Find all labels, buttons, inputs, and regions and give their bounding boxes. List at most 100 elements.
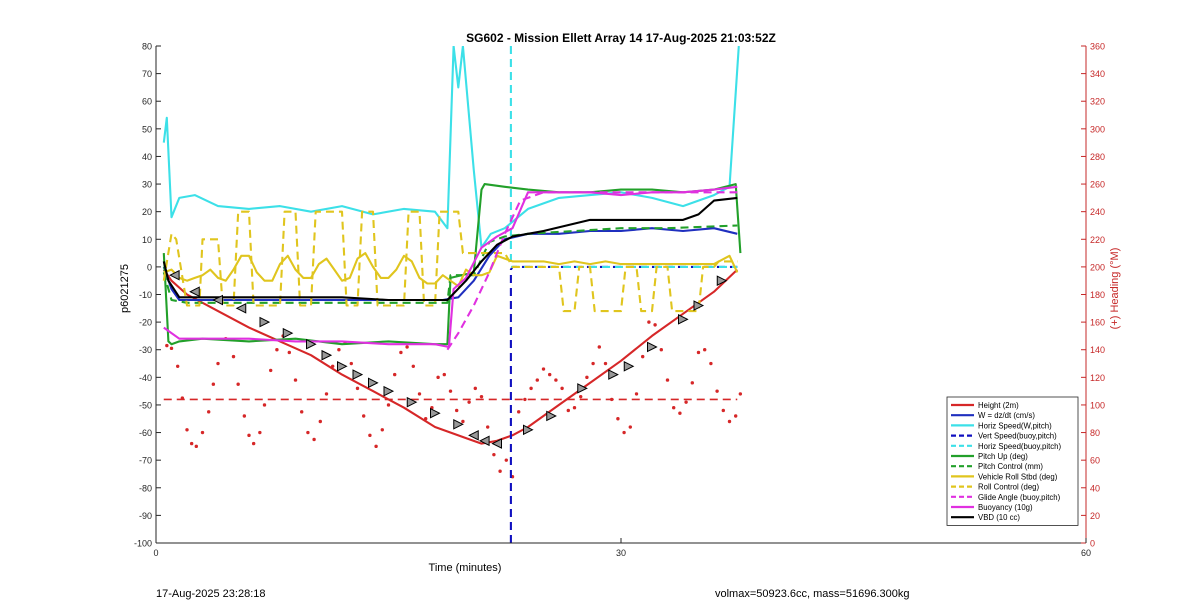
x-tick-label: 30 <box>616 548 626 558</box>
heading-point <box>492 452 496 457</box>
heading-point <box>442 372 446 377</box>
heading-point <box>622 430 626 435</box>
heading-point <box>653 323 657 327</box>
series-line-3 <box>509 265 738 543</box>
heading-point <box>523 397 527 402</box>
direction-marker <box>406 396 418 408</box>
y2-tick-label: 0 <box>1090 539 1095 549</box>
heading-point <box>165 343 169 348</box>
heading-point <box>734 414 738 418</box>
heading-point <box>194 444 198 449</box>
series-line-7 <box>163 252 739 288</box>
heading-point <box>312 437 316 442</box>
heading-point <box>185 428 189 432</box>
heading-point <box>560 386 564 391</box>
heading-point <box>597 345 601 349</box>
heading-point <box>247 433 251 438</box>
heading-point <box>216 361 220 366</box>
heading-point <box>405 345 409 349</box>
heading-point <box>647 320 651 324</box>
direction-marker <box>212 294 223 306</box>
heading-point <box>399 350 403 355</box>
series-line-11 <box>162 196 738 302</box>
direction-marker <box>282 327 294 339</box>
y-tick-label: -10 <box>139 290 152 300</box>
y-tick-label: 0 <box>147 262 152 272</box>
heading-point <box>641 354 645 359</box>
heading-point <box>417 392 422 396</box>
direction-marker <box>491 438 502 449</box>
direction-marker <box>478 435 490 447</box>
heading-point <box>262 403 267 407</box>
direction-marker <box>693 300 705 311</box>
heading-point <box>411 364 415 368</box>
heading-point <box>293 378 298 382</box>
legend-label: Roll Control (deg) <box>978 483 1040 492</box>
chart-title: SG602 - Mission Ellett Array 14 17-Aug-2… <box>466 31 776 45</box>
y-tick-label: 20 <box>142 207 152 217</box>
heading-point <box>738 392 743 396</box>
axes-layer: 80706050403020100-10-20-30-40-50-60-70-8… <box>119 31 1121 574</box>
x-axis-label: Time (minutes) <box>429 562 502 574</box>
y2-tick-label: 260 <box>1090 180 1105 190</box>
y-tick-label: -80 <box>139 483 152 493</box>
heading-point <box>380 428 384 432</box>
series-line-8 <box>162 210 738 313</box>
heading-point <box>529 386 533 391</box>
y-tick-label: 80 <box>142 42 152 52</box>
y-tick-label: -70 <box>139 456 152 466</box>
legend-label: Buoyancy (10g) <box>978 503 1033 512</box>
direction-marker <box>468 430 479 441</box>
direction-marker <box>716 275 728 287</box>
direction-marker <box>383 385 395 397</box>
heading-point <box>684 400 688 404</box>
heading-point <box>628 425 632 429</box>
y-tick-label: -50 <box>139 400 152 410</box>
heading-point <box>337 348 341 352</box>
legend-label: Vert Speed(buoy,pitch) <box>978 432 1057 441</box>
heading-point <box>324 392 329 396</box>
y2-tick-label: 140 <box>1090 345 1105 355</box>
heading-point <box>554 378 558 382</box>
series-line-10 <box>163 185 738 349</box>
heading-point <box>455 408 459 413</box>
direction-marker <box>577 383 588 394</box>
heading-point <box>258 430 262 435</box>
heading-point <box>486 425 490 429</box>
y2-tick-label: 180 <box>1090 290 1105 300</box>
heading-point <box>251 441 256 446</box>
y2-tick-label: 220 <box>1090 235 1105 245</box>
direction-marker <box>546 410 557 422</box>
y2-tick-label: 320 <box>1090 97 1105 107</box>
legend-label: Glide Angle (buoy,pitch) <box>978 493 1061 502</box>
heading-point <box>448 389 453 393</box>
y2-tick-label: 60 <box>1090 456 1100 466</box>
heading-point <box>211 382 216 386</box>
direction-marker <box>337 360 348 372</box>
series-line-6 <box>162 224 738 304</box>
heading-point <box>603 361 608 366</box>
heading-point <box>616 417 620 421</box>
direction-marker <box>189 286 200 298</box>
y-tick-label: -60 <box>139 428 152 438</box>
y-tick-label: -30 <box>139 345 152 355</box>
heading-point <box>275 348 279 352</box>
y2-tick-label: 280 <box>1090 152 1105 162</box>
heading-point <box>585 375 589 380</box>
heading-point <box>207 410 211 414</box>
heading-point <box>504 458 508 462</box>
y2-tick-label: 360 <box>1090 42 1105 52</box>
heading-point <box>368 433 372 438</box>
legend-label: Height (2m) <box>978 401 1019 410</box>
heading-point <box>355 386 360 391</box>
y-axis-label: p6021275 <box>119 264 131 313</box>
legend-label: Pitch Up (deg) <box>978 452 1028 461</box>
heading-point <box>362 414 366 418</box>
heading-point <box>200 430 205 435</box>
direction-marker <box>168 269 180 281</box>
heading-point <box>541 367 546 371</box>
legend-label: Pitch Control (mm) <box>978 462 1043 471</box>
heading-point <box>678 411 682 415</box>
y-tick-label: 60 <box>142 97 152 107</box>
